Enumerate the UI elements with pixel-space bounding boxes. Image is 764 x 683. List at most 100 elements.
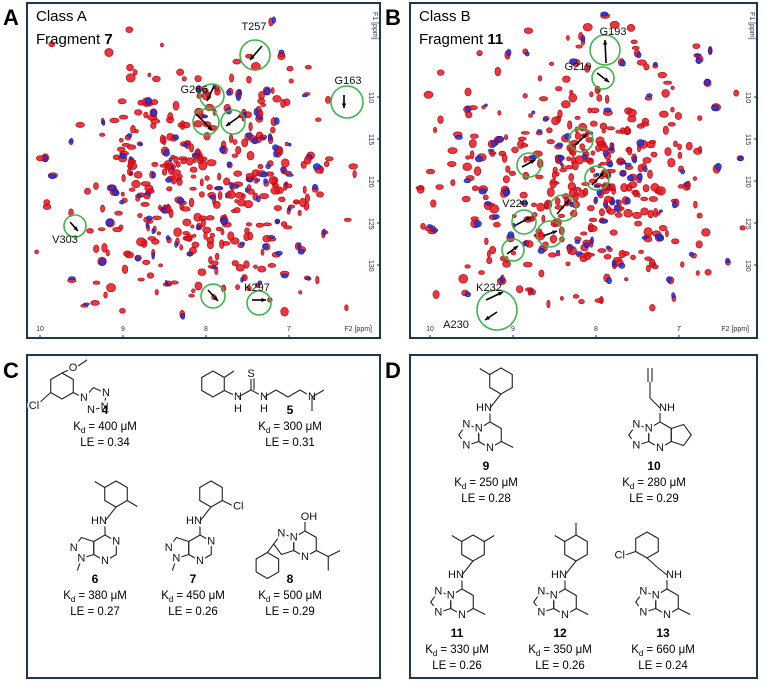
peak (164, 280, 168, 285)
bond (483, 535, 495, 542)
peak (177, 122, 183, 128)
peak (561, 100, 571, 109)
peak (323, 161, 330, 168)
peak (151, 228, 155, 235)
residue-circle (246, 290, 272, 316)
peak (600, 11, 609, 17)
peak (312, 163, 321, 171)
atom-label: N (434, 607, 442, 619)
peak (101, 243, 108, 253)
peak (109, 117, 120, 124)
peak (43, 199, 51, 206)
bond (473, 608, 486, 615)
peak (695, 57, 702, 64)
peak (121, 264, 129, 274)
peak (166, 133, 174, 141)
fragment-number: 7 (104, 31, 112, 48)
y-tick-label: 110 (367, 92, 374, 103)
peak (199, 178, 204, 187)
peak (492, 214, 500, 220)
peak (568, 173, 574, 182)
residue-circle (200, 283, 226, 309)
peak (248, 122, 253, 132)
peak (117, 98, 127, 105)
ring (73, 536, 95, 560)
peak (595, 172, 600, 177)
peak (173, 134, 179, 141)
peak (288, 78, 294, 84)
peak (344, 304, 349, 312)
bond (222, 500, 235, 507)
peak (469, 150, 475, 160)
peak (170, 174, 177, 185)
arrow-head (526, 217, 531, 222)
peak (643, 166, 648, 173)
peak (194, 75, 202, 83)
peak (260, 171, 268, 178)
peak (194, 281, 203, 291)
peak (604, 195, 613, 203)
x-axis-label: F2 [ppm] (721, 326, 749, 333)
peak (666, 276, 672, 283)
peak (643, 227, 653, 237)
atom-label: N (639, 585, 647, 597)
arrow-head (498, 291, 503, 296)
arrow-head (603, 40, 608, 45)
peak (470, 133, 479, 139)
fragment-word: Fragment (419, 31, 484, 48)
peak (284, 183, 293, 189)
peak (574, 115, 581, 120)
peak (637, 172, 643, 181)
peak (273, 205, 282, 212)
residue-circle (199, 83, 225, 109)
x-tick-label: 7 (287, 326, 291, 333)
peak (325, 156, 334, 162)
peak (231, 260, 239, 267)
peak (646, 93, 653, 98)
ligand-efficiency: LE = 0.26 (535, 660, 585, 672)
panel-letter: B (385, 5, 401, 30)
peak (146, 215, 153, 221)
peak (262, 222, 272, 227)
peak (211, 260, 219, 266)
panel-letter: C (3, 358, 19, 383)
arrow-head (261, 297, 266, 303)
spectra-peaks (34, 11, 746, 320)
x-tick-label: 10 (426, 326, 434, 333)
peak (667, 122, 676, 127)
peak (195, 85, 201, 92)
kd-text: = 660 μM (646, 644, 695, 656)
peak (680, 261, 685, 268)
peak (585, 252, 595, 257)
x-axis-label: F2 [ppm] (344, 326, 372, 333)
peak (298, 290, 303, 295)
peak (255, 195, 261, 203)
kd-text: = 500 μM (273, 590, 322, 602)
ligand-efficiency: LE = 0.26 (432, 660, 482, 672)
atom-label: N (645, 423, 653, 435)
peak (173, 227, 182, 237)
y-tick-label: 130 (744, 260, 751, 272)
ring (670, 423, 692, 447)
fragment-label: Fragment 11 (419, 31, 503, 48)
peak (672, 201, 677, 209)
peak (182, 121, 191, 129)
kd-subscript: d (433, 649, 437, 658)
peak (636, 139, 645, 147)
peak (520, 143, 529, 148)
peak (484, 201, 492, 205)
atom-label: N (475, 423, 483, 435)
peak (235, 191, 244, 199)
residue-circle (591, 66, 615, 90)
peak (135, 196, 140, 202)
bond (224, 390, 239, 398)
peak (105, 218, 114, 227)
kd-value: Kd = 350 μM (528, 644, 592, 658)
peak (578, 123, 588, 132)
peak (611, 197, 615, 206)
peak (661, 89, 670, 98)
peak (473, 166, 482, 176)
atom-label: HN (476, 402, 492, 414)
fragment-number: 11 (487, 31, 503, 48)
peak (507, 231, 515, 239)
